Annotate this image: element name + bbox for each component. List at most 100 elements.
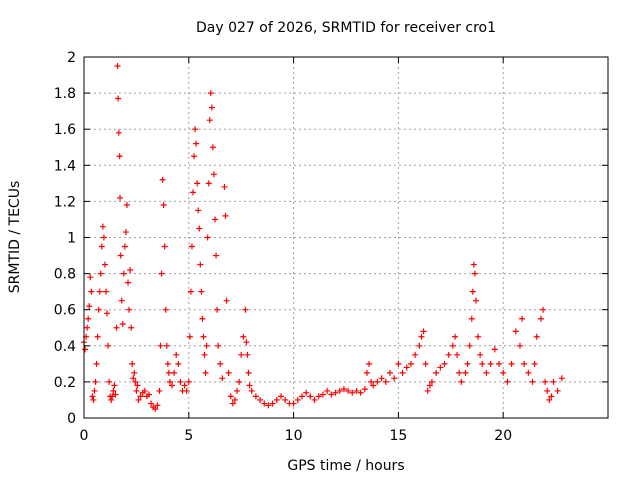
data-point [209,144,216,151]
data-point [516,342,523,349]
data-point [357,389,364,396]
data-point [205,180,212,187]
data-point [116,153,123,160]
data-point [441,360,448,367]
data-point [554,387,561,394]
data-point [382,378,389,385]
data-point [91,387,98,394]
data-point [412,351,419,358]
data-point [112,391,119,398]
data-point [278,393,285,400]
data-point [169,382,176,389]
data-point [187,288,194,295]
data-point [129,360,136,367]
data-point [82,346,89,353]
data-point [215,342,222,349]
data-point [199,315,206,322]
data-point [131,369,138,376]
data-point [119,321,126,328]
data-point [252,393,259,400]
data-point [374,378,381,385]
data-point [403,364,410,371]
data-point [420,328,427,335]
data-point [544,387,551,394]
data-point [231,396,238,403]
data-point [194,180,201,187]
data-point [533,333,540,340]
data-point [93,360,100,367]
x-tick-label: 20 [494,428,512,444]
grid-lines [84,57,608,418]
data-point [238,351,245,358]
data-point [186,333,193,340]
data-point [471,270,478,277]
data-point [349,389,356,396]
data-point [537,315,544,322]
data-point [98,243,105,250]
data-point [166,378,173,385]
data-point [558,375,565,382]
data-point [189,189,196,196]
data-point [368,378,375,385]
x-tick-label: 0 [80,428,89,444]
data-point [282,396,289,403]
data-point [336,387,343,394]
data-point [500,369,507,376]
y-tick-label: 0.8 [54,267,76,283]
data-point [89,393,96,400]
data-point [101,261,108,268]
data-point [106,378,113,385]
data-point [298,393,305,400]
data-point [219,375,226,382]
y-tick-label: 2 [67,50,76,66]
data-point [105,342,112,349]
data-point [223,297,230,304]
data-point [185,378,192,385]
data-point [204,234,211,241]
data-point [111,382,118,389]
data-point [162,306,169,313]
data-point [193,140,200,147]
data-point [418,333,425,340]
data-point [391,375,398,382]
data-point [437,364,444,371]
data-point [294,396,301,403]
data-point [366,360,373,367]
axis-ticks: 00.20.40.60.811.21.41.61.820 5 10 15 20 [54,50,608,444]
data-point [451,333,458,340]
data-point [198,288,205,295]
data-point [340,386,347,393]
data-point [378,375,385,382]
data-point [227,393,234,400]
data-point [387,369,394,376]
data-point [236,378,243,385]
data-point [213,252,220,259]
data-point [84,324,91,331]
data-point [315,393,322,400]
data-point [154,402,161,409]
data-point [269,400,276,407]
data-point [130,375,137,382]
data-point [137,393,144,400]
data-point [90,396,97,403]
data-point [122,229,129,236]
data-point [158,270,165,277]
data-point [542,378,549,385]
data-point [202,369,209,376]
data-point [234,387,241,394]
data-point [225,369,232,376]
data-point [548,393,555,400]
data-point [472,297,479,304]
data-point [217,360,224,367]
y-axis-label: SRMTID / TECUs [7,181,23,294]
data-point [197,261,204,268]
data-point [145,391,152,398]
data-point [428,378,435,385]
data-point [307,393,314,400]
data-point [242,306,249,313]
data-point [159,176,166,183]
data-point [183,387,190,394]
x-tick-label: 10 [285,428,303,444]
data-point [115,95,122,102]
data-point [529,378,536,385]
